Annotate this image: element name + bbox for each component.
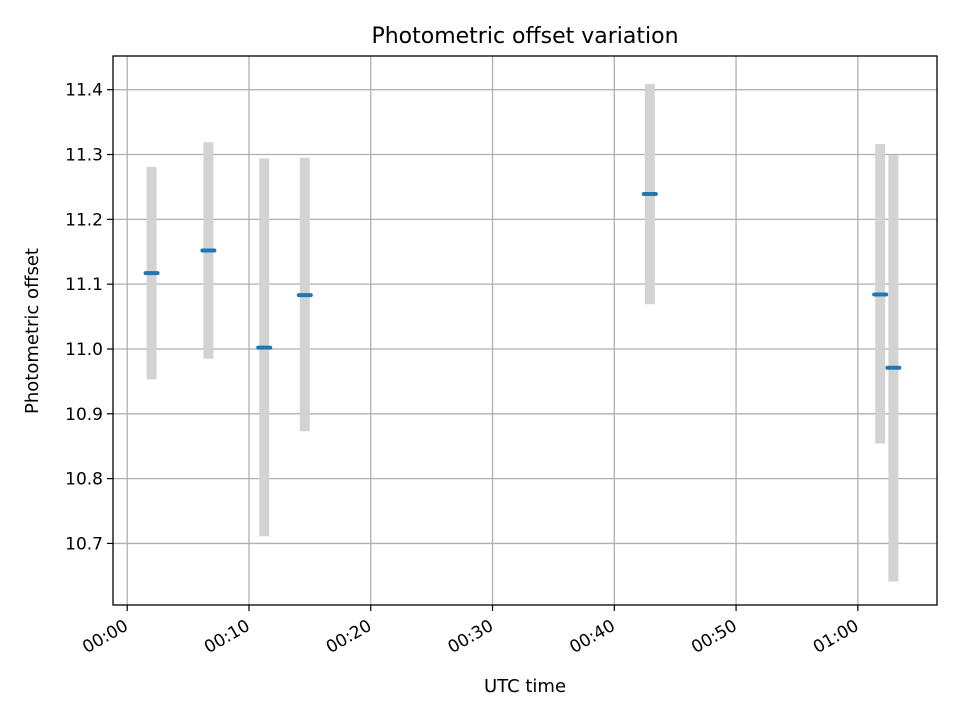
x-tick-label: 00:20 <box>323 616 375 658</box>
y-axis-label: Photometric offset <box>22 248 43 414</box>
chart-title: Photometric offset variation <box>371 24 678 49</box>
y-tick-label: 11.2 <box>65 210 103 230</box>
y-tick-label: 10.9 <box>65 405 103 425</box>
x-tick-label: 00:00 <box>79 616 131 658</box>
x-tick-label: 00:40 <box>566 616 618 658</box>
y-tick-label: 10.8 <box>65 470 103 490</box>
grid <box>113 56 937 605</box>
y-tick-label: 11.3 <box>65 146 103 166</box>
y-tick-label: 11.4 <box>65 81 103 101</box>
plot-frame <box>112 55 938 606</box>
x-tick-label: 01:00 <box>810 616 862 658</box>
x-tick-label: 00:30 <box>445 616 497 658</box>
y-tick-label: 11.1 <box>65 275 103 295</box>
error-bars <box>146 83 899 582</box>
y-tick-label: 10.7 <box>65 534 103 554</box>
y-axis-ticks: 10.7 10.8 10.9 11.0 11.1 11.2 11.3 11.4 <box>65 81 113 554</box>
data-points <box>143 192 902 370</box>
y-tick-label: 11.0 <box>65 340 103 360</box>
x-tick-label: 00:10 <box>201 616 253 658</box>
x-axis-label: UTC time <box>484 676 566 697</box>
x-tick-label: 00:50 <box>688 616 740 658</box>
x-axis-ticks: 00:00 00:10 00:20 00:30 00:40 00:50 01:00 <box>79 605 862 658</box>
